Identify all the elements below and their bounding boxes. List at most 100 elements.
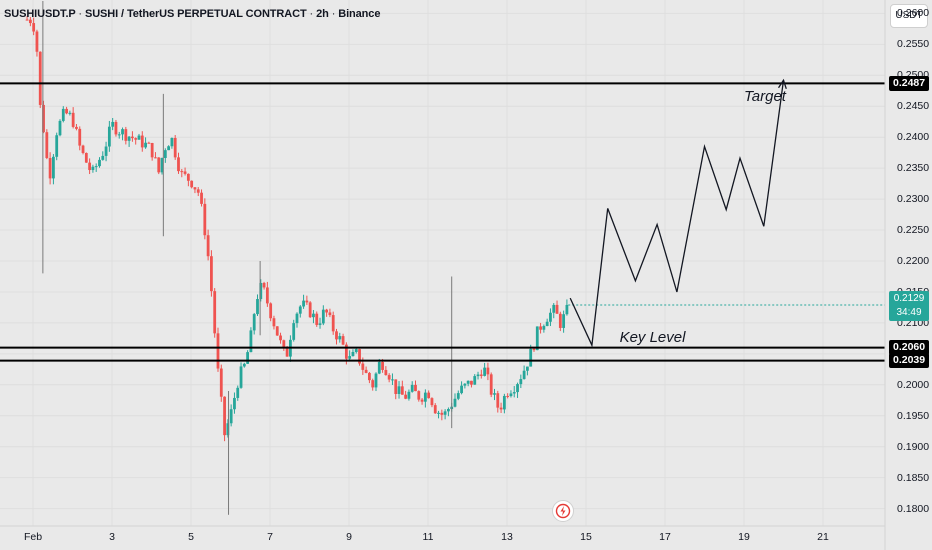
candle-body xyxy=(38,51,42,105)
horizontal-line-price-tag: 0.2487 xyxy=(889,75,930,91)
candle-body xyxy=(506,395,510,397)
candle-body xyxy=(486,367,490,375)
x-tick-label: 11 xyxy=(422,531,434,543)
candle-body xyxy=(42,104,45,133)
candle-body xyxy=(305,300,309,303)
symbol-name[interactable]: SUSHIUSDT.P xyxy=(4,8,76,20)
projection-drawing[interactable] xyxy=(569,78,787,348)
candle-body xyxy=(48,158,52,179)
projection-path[interactable] xyxy=(569,80,785,348)
candle-body xyxy=(344,344,348,359)
title-separator: · xyxy=(309,8,314,20)
candle-body xyxy=(532,348,536,351)
candle-body xyxy=(101,155,105,160)
candle-body xyxy=(88,162,92,171)
target-label[interactable]: Target xyxy=(744,87,786,105)
candle-body xyxy=(440,412,444,415)
candle-body xyxy=(377,361,381,374)
candle-body xyxy=(312,313,315,318)
candle-body xyxy=(84,152,88,163)
candle-body xyxy=(562,314,566,328)
candle-body xyxy=(180,171,184,173)
x-tick-label: 13 xyxy=(501,531,513,543)
candle-body xyxy=(555,304,559,314)
candle-body xyxy=(397,386,401,394)
candle-body xyxy=(68,112,72,114)
candle-body xyxy=(233,397,236,410)
candle-body xyxy=(236,387,240,398)
interval-label[interactable]: 2h xyxy=(316,8,329,20)
candle-body xyxy=(140,135,144,148)
candle-body xyxy=(364,369,368,373)
candle-body xyxy=(542,326,546,330)
currency-button[interactable]: USDT xyxy=(890,4,928,28)
candle-body xyxy=(242,363,246,367)
candle-body xyxy=(430,398,434,406)
candle-body xyxy=(387,375,391,380)
candle-body xyxy=(71,112,75,127)
candle-body xyxy=(328,312,332,316)
candle-body xyxy=(219,368,223,397)
candle-body xyxy=(414,384,417,392)
x-tick-label: 21 xyxy=(817,531,829,543)
candle-body xyxy=(463,383,467,386)
candle-body xyxy=(147,142,151,144)
candle-body xyxy=(509,393,513,397)
candle-body xyxy=(134,138,138,140)
candle-body xyxy=(259,282,263,300)
candle-body xyxy=(160,157,164,173)
candle-body xyxy=(61,108,65,121)
candle-body xyxy=(157,157,161,173)
candle-body xyxy=(127,136,131,141)
candle-body xyxy=(381,361,384,370)
y-tick-label: 0.1900 xyxy=(897,440,930,453)
candle-body xyxy=(265,287,269,304)
candle-body xyxy=(526,366,529,371)
candle-body xyxy=(206,235,210,257)
title-separator: · xyxy=(78,8,82,20)
candle-body xyxy=(331,315,335,332)
candle-body xyxy=(420,399,424,402)
y-tick-label: 0.2350 xyxy=(897,162,930,175)
candle-body xyxy=(358,349,361,364)
candle-body xyxy=(25,19,29,21)
y-tick-label: 0.2450 xyxy=(897,100,930,113)
candle-body xyxy=(35,31,39,52)
candle-body xyxy=(410,384,414,392)
projection-arrowhead xyxy=(777,78,787,89)
lightning-icon[interactable] xyxy=(552,500,574,522)
candle-body xyxy=(190,180,194,188)
title-separator: · xyxy=(331,8,336,20)
candle-body xyxy=(154,157,157,159)
candle-body xyxy=(341,336,345,345)
candle-body xyxy=(374,373,378,388)
candle-body xyxy=(279,335,282,341)
candle-body xyxy=(52,156,55,179)
candle-body xyxy=(539,326,542,330)
key-level-label[interactable]: Key Level xyxy=(619,329,686,347)
candle-body xyxy=(216,333,220,369)
candle-body xyxy=(456,393,460,399)
horizontal-lines[interactable] xyxy=(0,82,885,362)
y-tick-label: 0.1850 xyxy=(897,471,930,484)
candle-body xyxy=(476,374,480,377)
y-tick-label: 0.1950 xyxy=(897,409,930,422)
y-tick-label: 0.2400 xyxy=(897,131,930,144)
candle-body xyxy=(404,394,408,399)
candle-body xyxy=(246,352,250,364)
candle-body xyxy=(131,136,134,139)
candle-body xyxy=(213,291,217,334)
grid xyxy=(0,0,885,526)
candle-body xyxy=(177,157,180,172)
candle-body xyxy=(354,349,358,352)
candle-body xyxy=(45,132,49,159)
candle-body xyxy=(512,392,516,394)
exchange-label: Binance xyxy=(338,8,381,20)
current-price-value: 0.2129 xyxy=(893,292,925,304)
candle-body xyxy=(114,121,118,135)
x-tick-label: Feb xyxy=(23,531,43,543)
horizontal-line-price-tag: 0.2039 xyxy=(889,353,930,369)
symbol-description: SUSHI / TetherUS PERPETUAL CONTRACT xyxy=(84,8,307,20)
candle-body xyxy=(173,137,177,158)
